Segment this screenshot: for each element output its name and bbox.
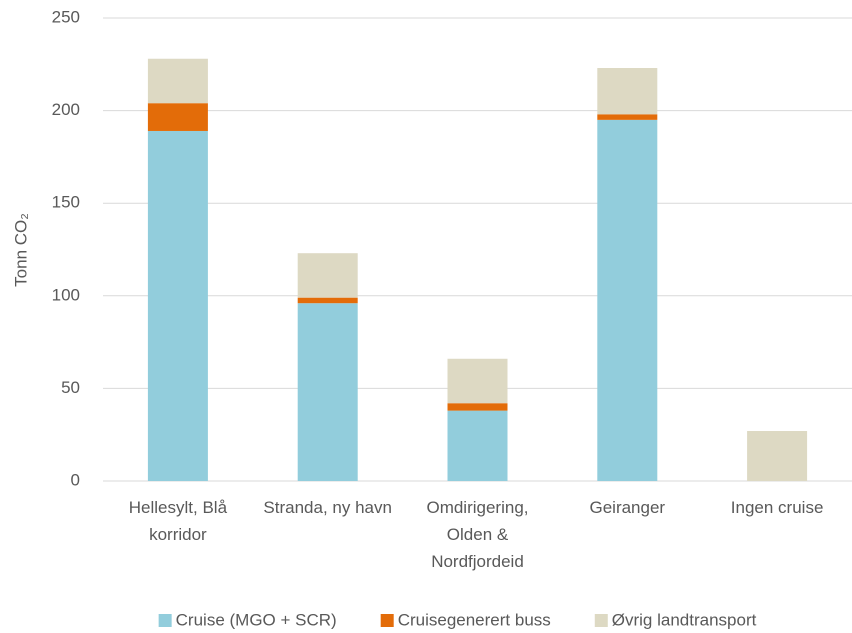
x-tick-label: Ingen cruise (731, 498, 824, 517)
bar-segment (447, 403, 508, 411)
bar-segment (597, 119, 658, 482)
legend-label: Cruise (MGO + SCR) (176, 610, 337, 629)
bar-segment (597, 68, 658, 115)
y-tick-label: 0 (71, 470, 80, 489)
x-tick-label: Stranda, ny havn (263, 498, 392, 517)
y-tick-label: 150 (52, 193, 80, 212)
bar-segment (447, 358, 508, 404)
legend-swatch (158, 614, 172, 627)
y-tick-label: 250 (52, 7, 80, 26)
bar-segment (297, 297, 358, 304)
bar-segment (297, 303, 358, 481)
legend-swatch (594, 614, 608, 627)
bar-segment (447, 410, 508, 481)
bar-segment (297, 253, 358, 298)
bar-segment (147, 130, 208, 482)
x-tick-label: Hellesylt, Blå korridor (129, 498, 228, 544)
legend-label: Øvrig landtransport (612, 610, 757, 629)
bar-segment (747, 430, 808, 481)
x-tick-label: Omdirigering, Olden & Nordfjordeid (426, 498, 528, 571)
bar-segment (147, 58, 208, 104)
legend: Cruise (MGO + SCR) Cruisegenerert buss Øvr… (158, 610, 757, 629)
y-tick-label: 100 (52, 285, 80, 304)
y-axis-label: Tonn CO₂ (11, 213, 30, 287)
y-tick-label: 200 (52, 100, 80, 119)
y-tick-label: 50 (61, 378, 80, 397)
x-tick-label: Geiranger (589, 498, 665, 517)
bar-segment (147, 103, 208, 131)
legend-label: Cruisegenerert buss (398, 610, 551, 629)
bar-segment (597, 114, 658, 120)
legend-swatch (380, 614, 394, 627)
